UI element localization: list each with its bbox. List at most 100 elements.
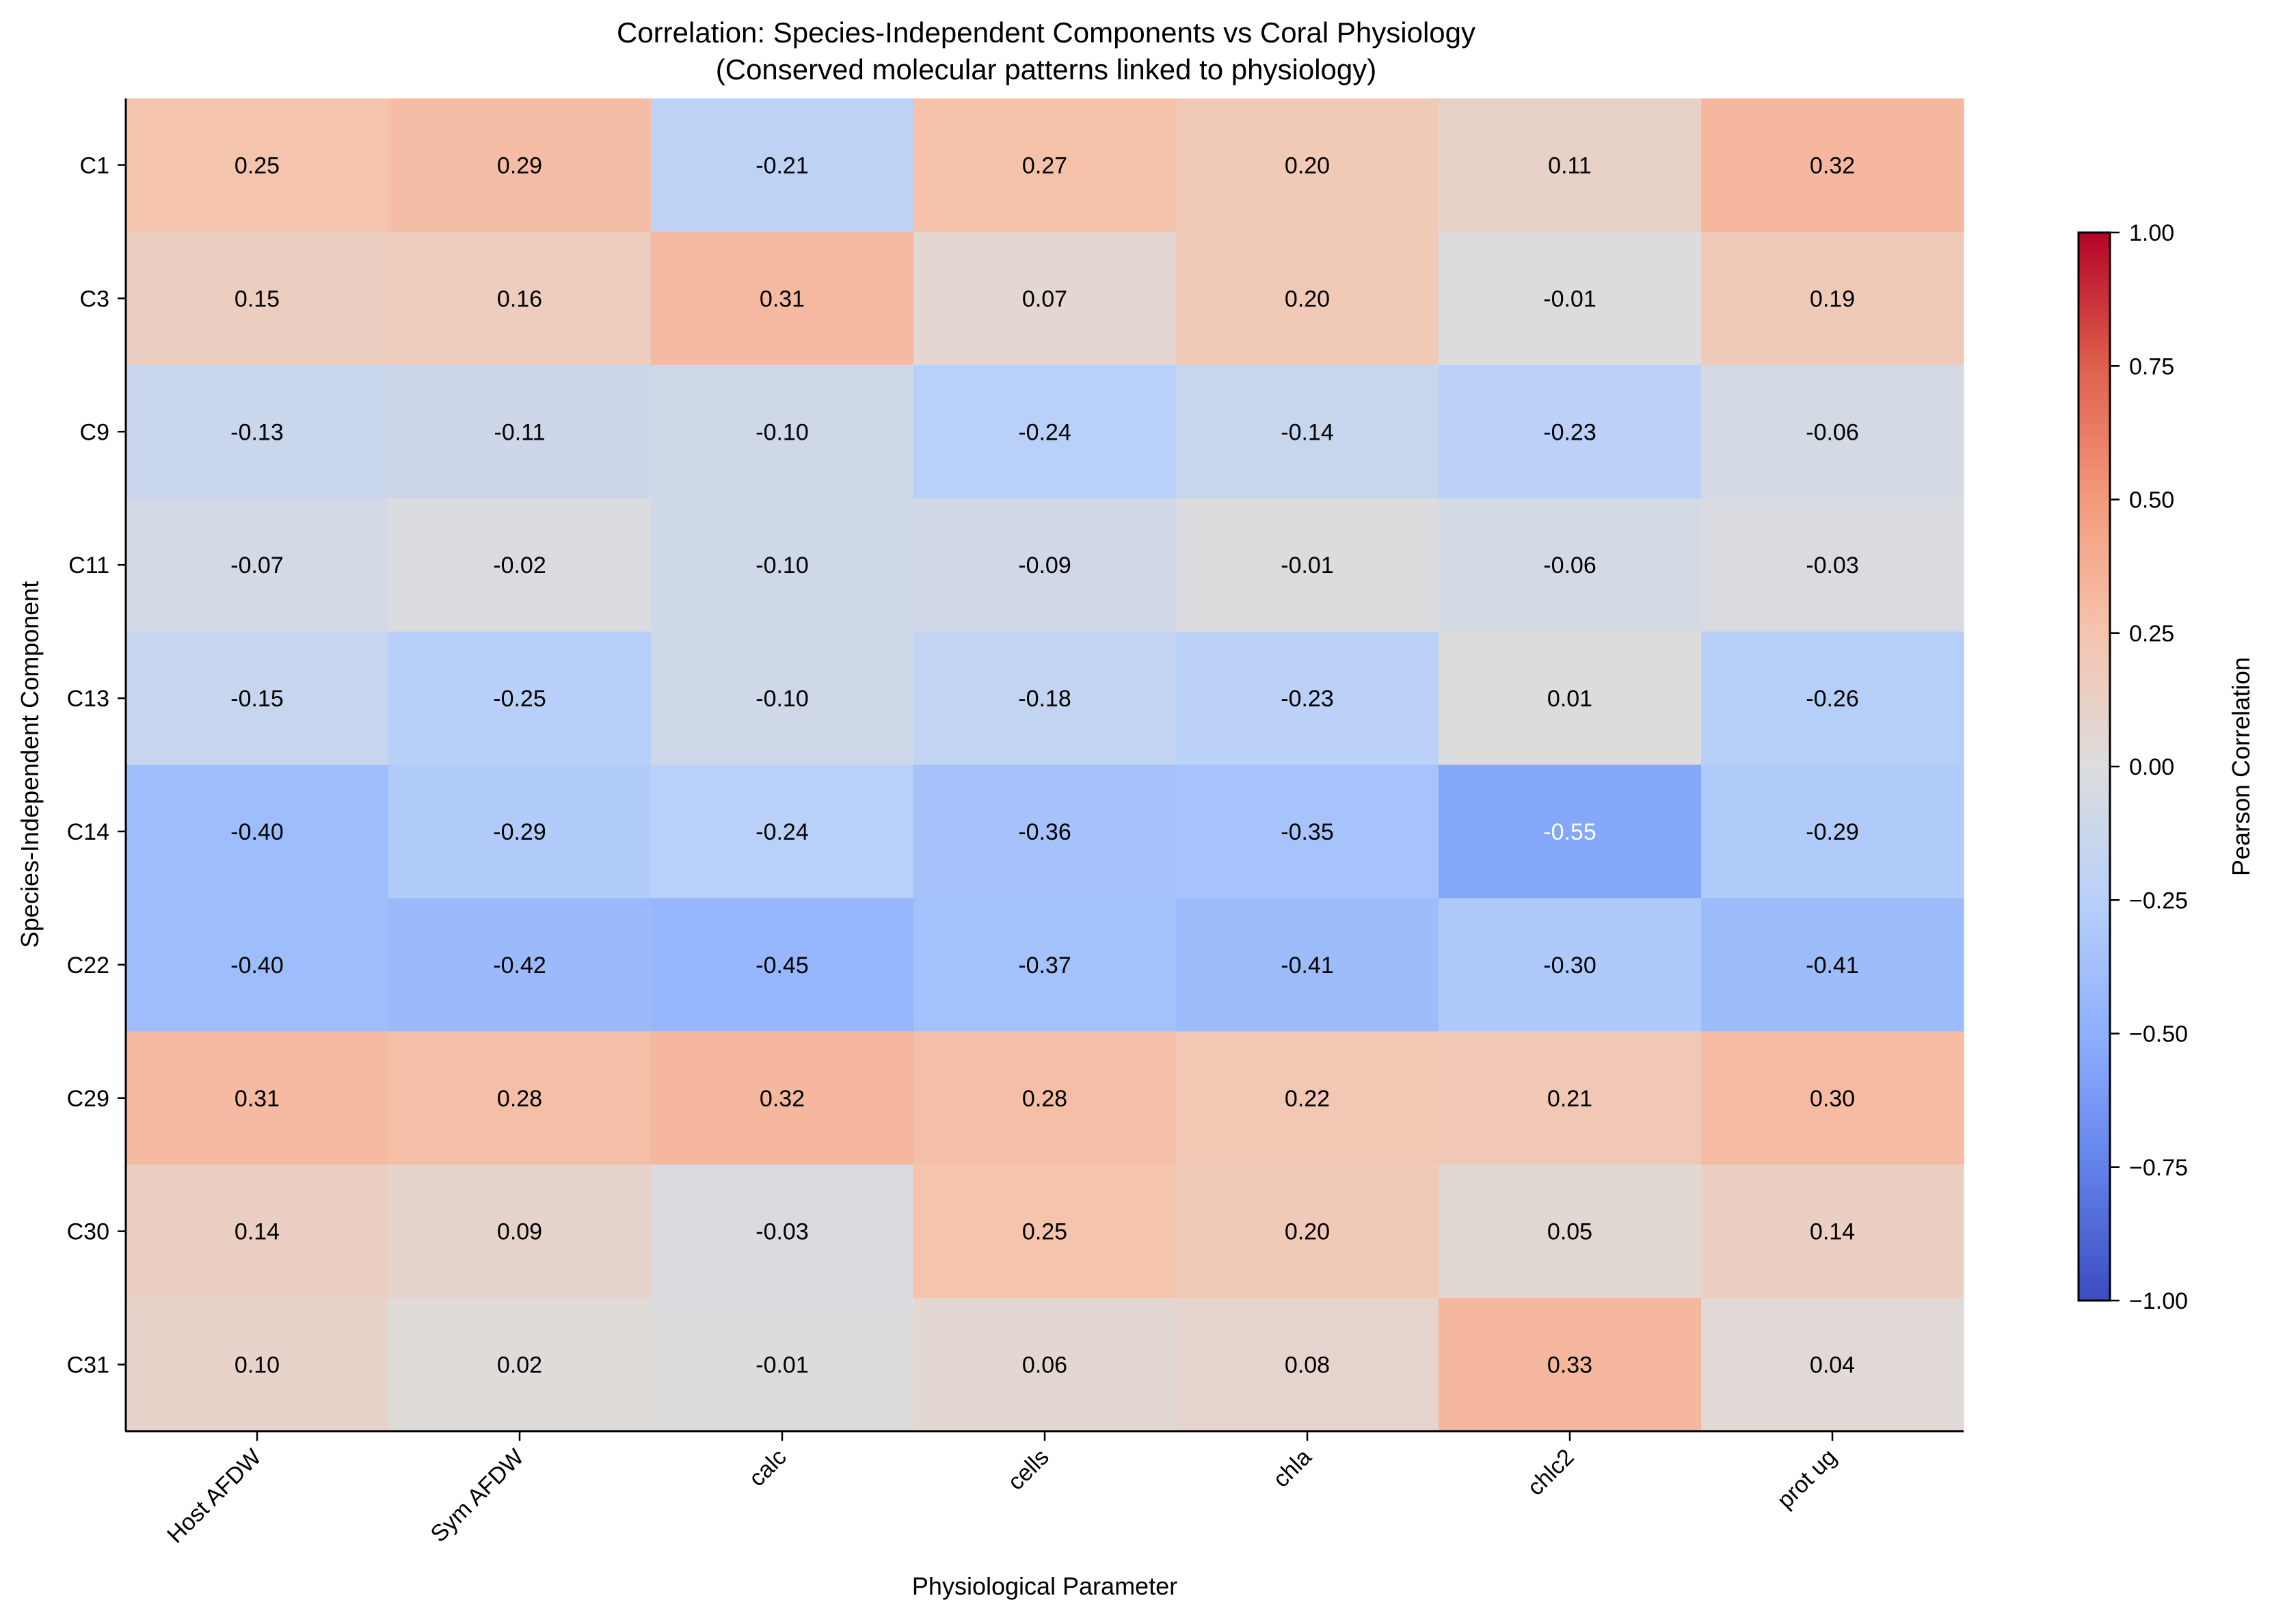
heatmap-cell — [1439, 898, 1702, 1032]
heatmap-cell — [1176, 98, 1439, 232]
x-tick-label: cells — [1003, 1444, 1054, 1495]
heatmap-cell — [1439, 631, 1702, 766]
heatmap-cell — [1701, 1298, 1964, 1432]
y-tick-label: C22 — [67, 953, 109, 979]
cell-value-label: -0.21 — [756, 152, 809, 178]
heatmap-cell — [913, 1298, 1177, 1432]
heatmap-cell — [126, 98, 389, 232]
cell-value-label: -0.10 — [756, 686, 809, 712]
y-tick-label: C11 — [68, 553, 109, 578]
heatmap-cell — [1701, 231, 1964, 366]
heatmap-cell — [388, 231, 652, 366]
heatmap-cell — [126, 364, 389, 499]
cell-value-label: -0.07 — [230, 553, 284, 578]
heatmap-cell — [126, 498, 389, 633]
cell-value-label: 0.20 — [1285, 286, 1330, 312]
colorbar-tick-label: 0.75 — [2129, 354, 2174, 380]
heatmap-cell — [1701, 1164, 1964, 1299]
cell-value-label: -0.01 — [1281, 553, 1334, 578]
heatmap-cell — [651, 1031, 914, 1165]
cell-value-label: 0.20 — [1285, 152, 1330, 178]
colorbar-tick-label: −0.75 — [2129, 1155, 2188, 1181]
cell-value-label: -0.55 — [1543, 819, 1596, 845]
heatmap-cell — [1701, 498, 1964, 633]
x-tick-label: Sym AFDW — [426, 1444, 529, 1547]
heatmap-cell — [1701, 364, 1964, 499]
heatmap-cell — [1701, 898, 1964, 1032]
heatmap-cell — [1176, 364, 1439, 499]
cell-value-label: 0.07 — [1022, 286, 1067, 312]
cell-value-label: -0.35 — [1281, 819, 1334, 845]
cell-value-label: -0.40 — [230, 953, 284, 979]
y-tick-label: C30 — [67, 1219, 109, 1245]
heatmap-cell — [126, 631, 389, 766]
cell-value-label: 0.28 — [1022, 1086, 1067, 1112]
heatmap-cell — [1176, 764, 1439, 898]
heatmap-cell — [651, 631, 914, 766]
cell-value-label: -0.10 — [756, 419, 809, 445]
cell-value-label: -0.23 — [1543, 419, 1596, 445]
y-tick-label: C29 — [67, 1086, 109, 1112]
colorbar-tick-label: −0.25 — [2129, 888, 2188, 914]
cell-value-label: 0.08 — [1285, 1353, 1330, 1379]
cell-value-label: -0.01 — [756, 1353, 809, 1379]
cell-value-label: -0.24 — [756, 819, 809, 845]
cell-value-label: -0.23 — [1281, 686, 1334, 712]
heatmap-cell — [388, 364, 652, 499]
cell-value-label: 0.32 — [1810, 152, 1855, 178]
heatmap-cell — [1439, 1031, 1702, 1165]
heatmap-cell — [126, 1031, 389, 1165]
colorbar-tick-label: −0.50 — [2129, 1022, 2188, 1048]
cell-value-label: -0.41 — [1281, 953, 1334, 979]
cell-value-label: -0.36 — [1018, 819, 1071, 845]
cell-value-label: -0.37 — [1018, 953, 1071, 979]
x-axis-label: Physiological Parameter — [912, 1572, 1177, 1600]
heatmap-cell — [388, 1164, 652, 1299]
colorbar-ticks: 1.00 0.75 0.50 0.25 0.00 −0.25 −0.50 −0.75 −1.00 — [2110, 220, 2188, 1314]
cell-value-label: 0.25 — [1022, 1219, 1067, 1245]
colorbar-tick-label: 0.25 — [2129, 621, 2174, 647]
colorbar-tick-label: −1.00 — [2129, 1288, 2188, 1314]
cell-value-label: 0.27 — [1022, 152, 1067, 178]
cell-value-label: -0.14 — [1281, 419, 1334, 445]
heatmap-cell — [126, 898, 389, 1032]
heatmap-cell — [1176, 1298, 1439, 1432]
heatmap-cell — [388, 898, 652, 1032]
cell-value-label: -0.10 — [756, 553, 809, 578]
heatmap-cell — [651, 98, 914, 232]
heatmap-cell — [913, 1164, 1177, 1299]
heatmap-cell — [1439, 764, 1702, 898]
heatmap-cell — [1439, 231, 1702, 366]
cell-value-label: 0.20 — [1285, 1219, 1330, 1245]
heatmap-cell — [1439, 1298, 1702, 1432]
cell-value-label: -0.02 — [493, 553, 546, 578]
y-axis-label: Species-Independent Component — [16, 581, 44, 948]
heatmap-cell — [126, 764, 389, 898]
x-axis-ticks: Host AFDW Sym AFDW calc cells chla chlc2 prot … — [162, 1431, 1842, 1548]
cell-value-label: -0.18 — [1018, 686, 1071, 712]
cell-value-label: 0.31 — [235, 1086, 280, 1112]
heatmap-cell — [1176, 631, 1439, 766]
cell-value-label: 0.09 — [497, 1219, 542, 1245]
cell-value-label: 0.30 — [1810, 1086, 1855, 1112]
heatmap-cell — [1701, 98, 1964, 232]
cell-value-label: 0.32 — [760, 1086, 805, 1112]
y-tick-label: C1 — [80, 152, 109, 178]
x-tick-label: calc — [744, 1444, 792, 1492]
heatmap-cell — [913, 364, 1177, 499]
colorbar-label: Pearson Correlation — [2227, 657, 2255, 876]
cell-value-label: 0.21 — [1547, 1086, 1592, 1112]
x-tick-label: prot ug — [1772, 1444, 1842, 1514]
heatmap-cell — [388, 764, 652, 898]
cell-value-label: -0.06 — [1543, 553, 1596, 578]
heatmap-cell — [1176, 498, 1439, 633]
heatmap-cell — [1176, 231, 1439, 366]
cell-value-label: 0.06 — [1022, 1353, 1067, 1379]
cell-value-label: 0.10 — [235, 1353, 280, 1379]
cell-value-label: -0.01 — [1543, 286, 1596, 312]
heatmap-cell — [1176, 898, 1439, 1032]
heatmap-cell — [1701, 1031, 1964, 1165]
y-tick-label: C9 — [80, 419, 109, 445]
cell-annotations: 0.25 0.29 -0.21 0.27 0.20 0.11 0.32 0.15 0.16 0.3… — [230, 152, 1859, 1378]
